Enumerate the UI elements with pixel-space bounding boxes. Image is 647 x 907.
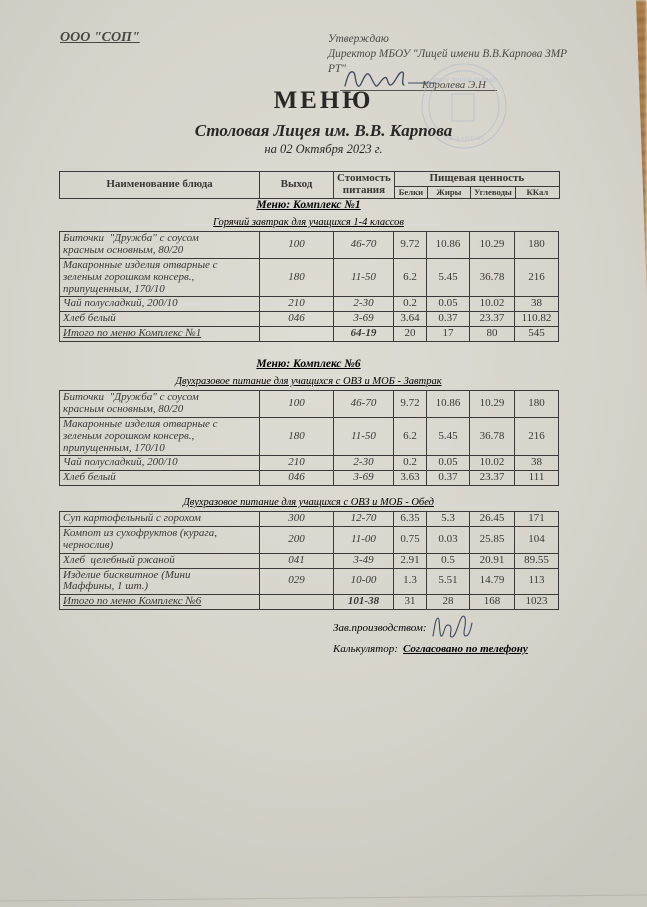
svg-text:МБОУ ЛИЦЕЙ ИМЕНИ: МБОУ ЛИЦЕЙ ИМЕНИ <box>433 76 496 84</box>
